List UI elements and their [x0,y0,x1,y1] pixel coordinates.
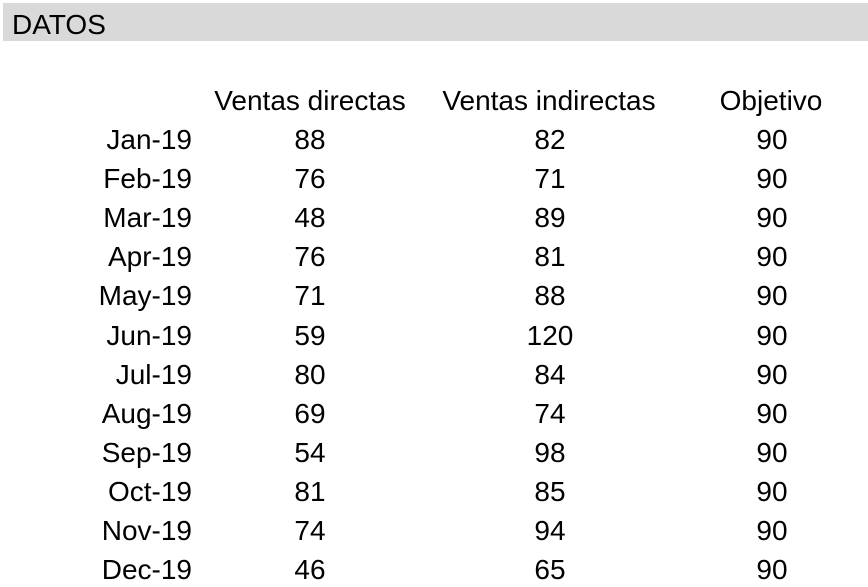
month-cell[interactable]: Aug-19 [101,398,192,429]
indirect-sales-cell[interactable]: 81 [534,241,566,272]
direct-sales-cell[interactable]: 80 [294,359,326,390]
month-cell[interactable]: Dec-19 [101,554,192,585]
month-cell[interactable]: Feb-19 [103,163,192,194]
direct-sales-cell[interactable]: 48 [294,202,326,233]
month-cell[interactable]: Oct-19 [107,476,192,507]
month-cell[interactable]: Jul-19 [115,359,192,390]
target-cell[interactable]: 90 [756,280,788,311]
direct-sales-cell[interactable]: 46 [294,554,326,585]
target-cell[interactable]: 90 [756,554,788,585]
direct-sales-cell[interactable]: 81 [294,476,326,507]
target-cell[interactable]: 90 [756,515,788,546]
target-cell[interactable]: 90 [756,437,788,468]
direct-sales-cell[interactable]: 69 [294,398,326,429]
month-cell[interactable]: Jun-19 [106,320,192,351]
direct-sales-cell[interactable]: 76 [294,241,326,272]
section-title-bar: DATOS [3,3,868,41]
month-cell[interactable]: Apr-19 [107,241,192,272]
section-title: DATOS [12,9,106,40]
target-cell[interactable]: 90 [756,398,788,429]
indirect-sales-cell[interactable]: 85 [534,476,566,507]
direct-sales-cell[interactable]: 74 [294,515,326,546]
indirect-sales-cell[interactable]: 94 [534,515,566,546]
indirect-sales-cell[interactable]: 82 [534,124,566,155]
column-header-direct-sales[interactable]: Ventas directas [214,85,406,116]
month-cell[interactable]: Sep-19 [101,437,192,468]
month-cell[interactable]: Mar-19 [103,202,192,233]
target-cell[interactable]: 90 [756,202,788,233]
indirect-sales-cell[interactable]: 88 [534,280,566,311]
target-cell[interactable]: 90 [756,359,788,390]
indirect-sales-cell[interactable]: 89 [534,202,566,233]
indirect-sales-cell[interactable]: 98 [534,437,566,468]
month-cell[interactable]: May-19 [98,280,192,311]
indirect-sales-cell[interactable]: 84 [534,359,566,390]
direct-sales-cell[interactable]: 71 [294,280,326,311]
target-cell[interactable]: 90 [756,124,788,155]
direct-sales-cell[interactable]: 76 [294,163,326,194]
direct-sales-cell[interactable]: 54 [294,437,326,468]
target-cell[interactable]: 90 [756,163,788,194]
month-cell[interactable]: Nov-19 [101,515,192,546]
column-header-indirect-sales[interactable]: Ventas indirectas [442,85,656,116]
indirect-sales-cell[interactable]: 120 [526,320,574,351]
direct-sales-cell[interactable]: 59 [294,320,326,351]
column-header-target[interactable]: Objetivo [719,85,823,116]
target-cell[interactable]: 90 [756,241,788,272]
indirect-sales-cell[interactable]: 74 [534,398,566,429]
indirect-sales-cell[interactable]: 71 [534,163,566,194]
target-cell[interactable]: 90 [756,476,788,507]
target-cell[interactable]: 90 [756,320,788,351]
month-cell[interactable]: Jan-19 [106,124,192,155]
direct-sales-cell[interactable]: 88 [294,124,326,155]
indirect-sales-cell[interactable]: 65 [534,554,566,585]
